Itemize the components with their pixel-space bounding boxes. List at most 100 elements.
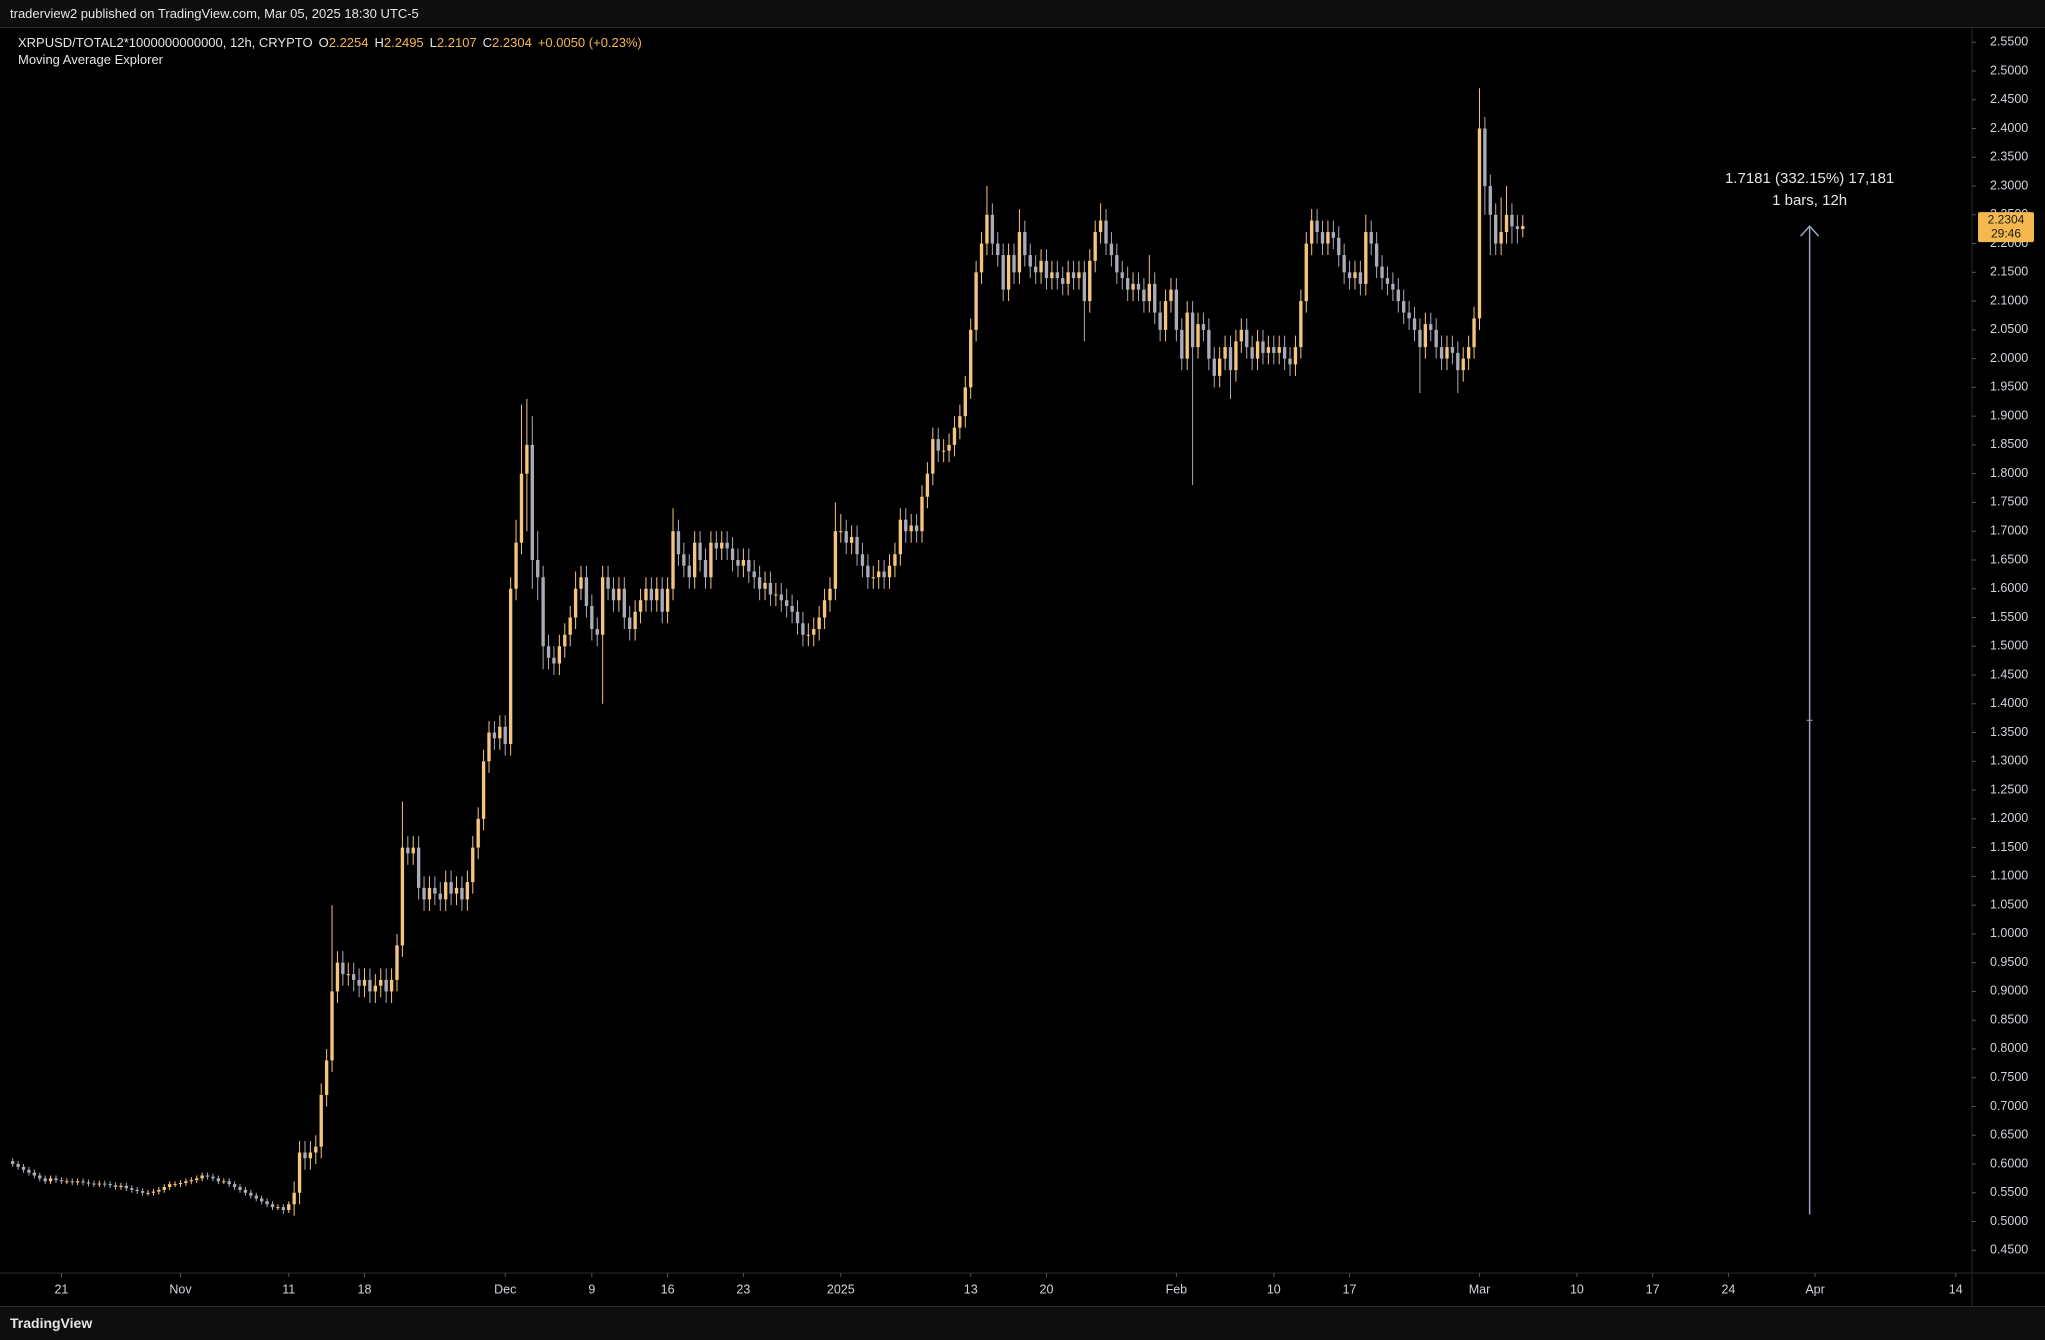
x-tick-label: 11 — [282, 1282, 295, 1296]
candle-body — [27, 1169, 31, 1173]
y-tick-label: 2.4500 — [1990, 92, 2028, 106]
candle-body — [519, 473, 524, 543]
candle-body — [454, 887, 459, 894]
candle-body — [389, 979, 394, 992]
candle-body — [146, 1192, 150, 1194]
candle-body — [655, 588, 659, 601]
candle-body — [157, 1189, 161, 1192]
candle-body — [492, 732, 497, 739]
candle-body — [249, 1192, 253, 1196]
y-tick-label: 2.5000 — [1990, 63, 2028, 77]
candle-body — [1125, 278, 1130, 290]
candle-body — [460, 887, 464, 900]
indicator: Moving Average Explorer — [18, 52, 164, 67]
candle-body — [346, 974, 350, 976]
change: +0.0050 (+0.23%) — [537, 35, 642, 50]
candle-body — [1402, 301, 1406, 313]
y-tick-label: 0.7000 — [1990, 1099, 2028, 1113]
candle-body — [422, 887, 426, 900]
candle-body — [757, 577, 762, 589]
y-tick-label: 1.5000 — [1990, 639, 2028, 653]
candle-body — [720, 542, 724, 549]
candle-body — [1239, 329, 1244, 342]
y-tick-label: 1.9500 — [1990, 380, 2028, 394]
candle-body — [471, 847, 475, 883]
candle-body — [1142, 289, 1146, 302]
candle-body — [48, 1178, 53, 1182]
candle-body — [308, 1152, 313, 1159]
candle-body — [75, 1181, 80, 1183]
candle-body — [1245, 329, 1249, 348]
candle-body — [1033, 266, 1038, 273]
candle-body — [140, 1191, 145, 1193]
candle-body — [898, 519, 903, 555]
candle-body — [276, 1207, 280, 1209]
candle-body — [1353, 272, 1357, 279]
candle-body — [633, 611, 637, 630]
candle-body — [1331, 232, 1336, 238]
candle-body — [1504, 214, 1509, 233]
candle-body — [151, 1191, 156, 1193]
candle-body — [1012, 255, 1016, 273]
y-tick-label: 1.4500 — [1990, 667, 2028, 681]
candle-body — [81, 1181, 85, 1183]
candle-body — [341, 962, 345, 975]
y-tick-label: 0.5500 — [1990, 1185, 2028, 1199]
candle-body — [941, 450, 946, 452]
candle-body — [1304, 243, 1308, 302]
candle-body — [1288, 358, 1292, 365]
y-tick-label: 0.6000 — [1990, 1156, 2028, 1170]
y-tick-label: 0.8000 — [1990, 1041, 2028, 1055]
candle-body — [1006, 255, 1011, 290]
x-tick-label: 24 — [1721, 1282, 1735, 1296]
candle-body — [476, 818, 480, 848]
candle-body — [1396, 289, 1400, 302]
candle-body — [1499, 232, 1503, 244]
candle-body — [178, 1182, 183, 1185]
candle-body — [1407, 312, 1411, 319]
candle-body — [297, 1152, 302, 1193]
y-tick-label: 2.5500 — [1990, 35, 2028, 49]
x-tick-label: Mar — [1469, 1282, 1491, 1296]
y-tick-label: 1.9000 — [1990, 408, 2028, 422]
candle-body — [189, 1180, 193, 1182]
y-tick-label: 2.3000 — [1990, 178, 2028, 192]
candle-body — [287, 1204, 291, 1211]
candle-body — [779, 594, 783, 601]
candle-body — [855, 536, 859, 555]
candle-body — [314, 1146, 318, 1153]
candle-body — [1445, 347, 1449, 359]
candle-body — [427, 887, 432, 900]
candle-body — [54, 1178, 58, 1181]
candle-body — [557, 646, 562, 664]
candle-body — [416, 847, 421, 888]
x-tick-label: Dec — [494, 1282, 516, 1296]
candle-body — [1201, 324, 1206, 330]
candle-body — [265, 1201, 269, 1205]
candle-body — [644, 588, 648, 601]
candle-body — [584, 577, 589, 606]
candle-body — [563, 634, 567, 647]
candle-body — [1461, 358, 1465, 371]
candle-body — [682, 554, 686, 566]
candle-body — [1477, 128, 1482, 319]
candle-body — [1250, 347, 1254, 359]
candle-body — [1115, 255, 1119, 273]
candle-body — [1315, 220, 1319, 233]
x-tick-label: 9 — [588, 1282, 595, 1296]
last-price: 2.2304 — [1988, 212, 2025, 226]
candle-body — [665, 588, 670, 612]
candle-body — [952, 427, 957, 445]
candle-body — [579, 577, 583, 589]
candle-body — [1434, 329, 1438, 348]
candle-body — [1180, 329, 1184, 359]
candle-body — [1017, 232, 1022, 273]
candle-body — [270, 1204, 275, 1208]
candle-body — [86, 1182, 91, 1184]
y-tick-label: 1.6000 — [1990, 581, 2028, 595]
candle-body — [438, 893, 442, 900]
candle-body — [195, 1178, 199, 1181]
candle-body — [1136, 283, 1141, 290]
y-tick-label: 1.5500 — [1990, 610, 2028, 624]
candle-body — [887, 565, 892, 578]
